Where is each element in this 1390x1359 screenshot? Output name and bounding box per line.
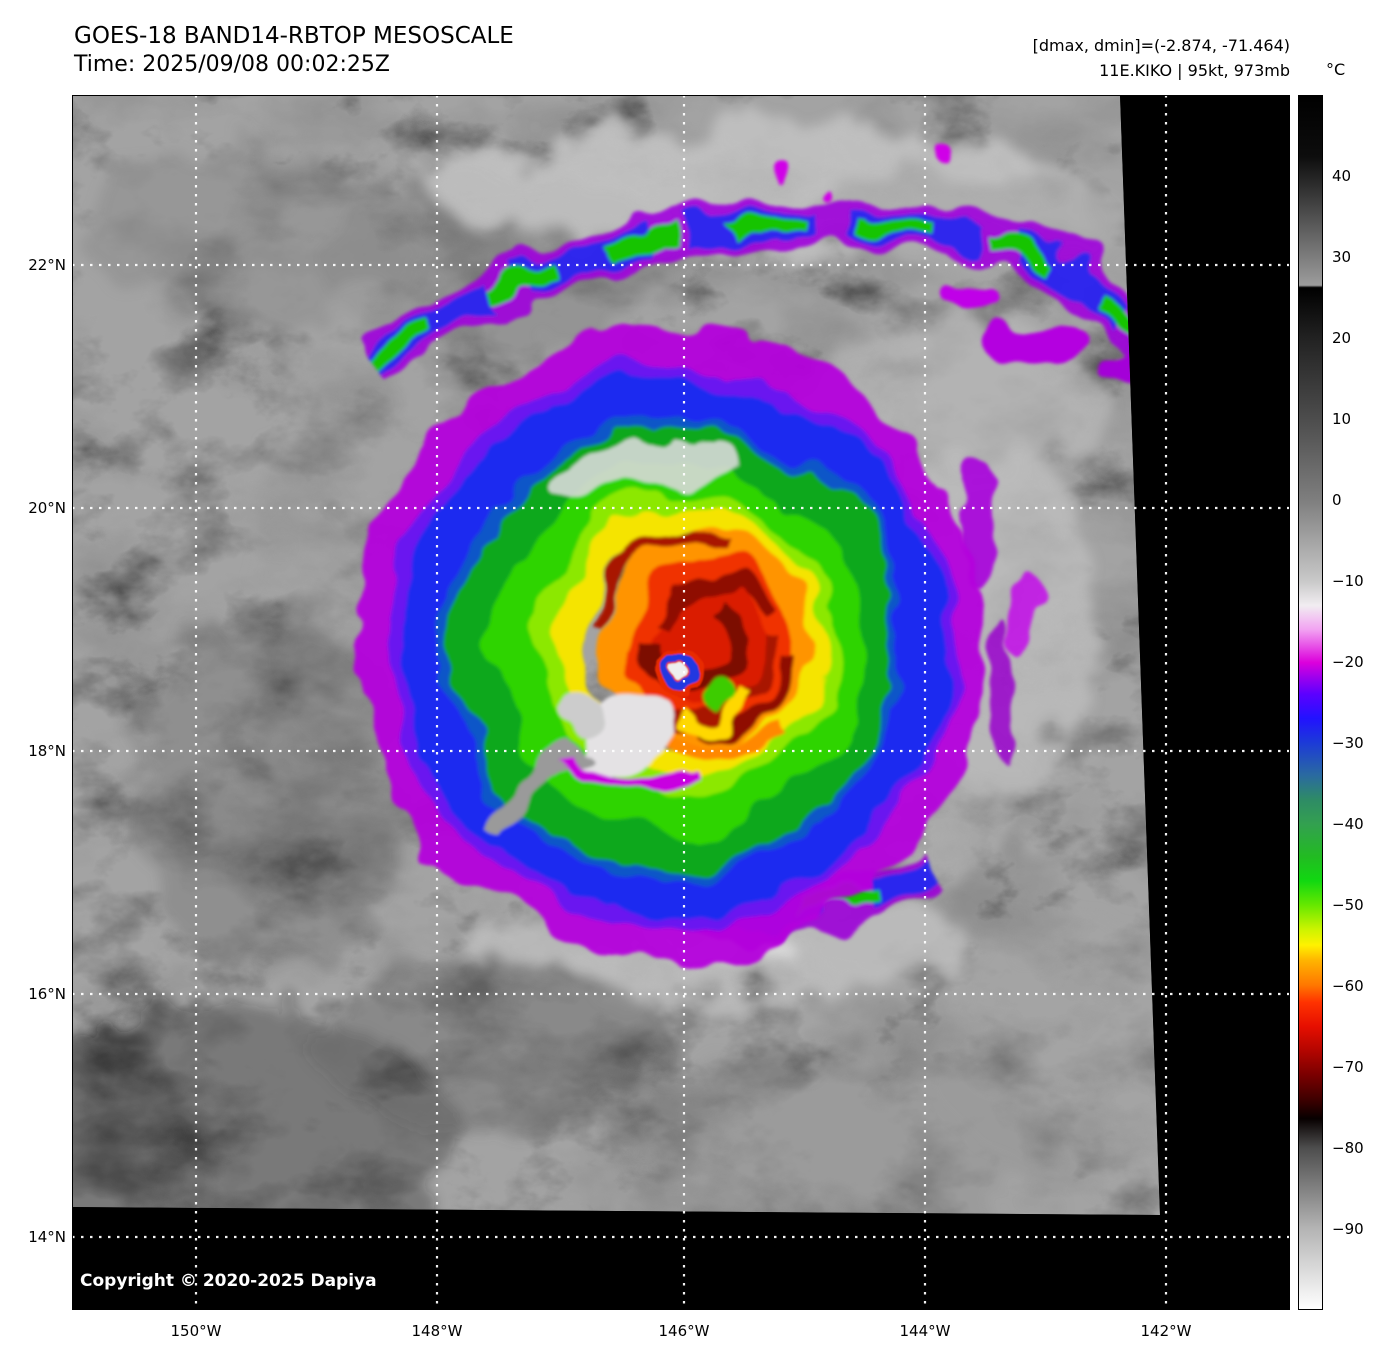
cb-tick-40: 40 (1332, 167, 1352, 185)
lon-tick-142w: 142°W (1140, 1322, 1192, 1340)
cb-tick-10: 10 (1332, 410, 1352, 428)
product-title: GOES-18 BAND14-RBTOP MESOSCALE (74, 23, 514, 49)
cb-tick-m90: −90 (1332, 1220, 1364, 1238)
cb-tick-m20: −20 (1332, 653, 1364, 671)
storm-core (351, 329, 983, 961)
annotation-block: [dmax, dmin]=(-2.874, -71.464) 11E.KIKO … (1033, 34, 1290, 84)
lat-tick-22n: 22°N (28, 256, 66, 274)
cb-tick-20: 20 (1332, 329, 1352, 347)
cb-tick-30: 30 (1332, 248, 1352, 266)
lon-tick-144w: 144°W (899, 1322, 951, 1340)
lat-tick-14n: 14°N (28, 1228, 66, 1246)
no-data-region (72, 95, 1290, 1310)
time-label: Time: 2025/09/08 00:02:25Z (74, 52, 390, 78)
cb-tick-m10: −10 (1332, 572, 1364, 590)
satellite-map-image: Copyright © 2020-2025 Dapiya (72, 95, 1290, 1310)
cb-tick-m30: −30 (1332, 734, 1364, 752)
cb-tick-m60: −60 (1332, 977, 1364, 995)
lon-tick-148w: 148°W (411, 1322, 463, 1340)
colorbar-unit-label: °C (1326, 60, 1346, 79)
lon-tick-150w: 150°W (170, 1322, 222, 1340)
lat-tick-18n: 18°N (28, 742, 66, 760)
lon-tick-146w: 146°W (658, 1322, 710, 1340)
dmax-dmin-label: [dmax, dmin]=(-2.874, -71.464) (1032, 36, 1290, 55)
lat-tick-20n: 20°N (28, 499, 66, 517)
cb-tick-m70: −70 (1332, 1058, 1364, 1076)
storm-info-label: 11E.KIKO | 95kt, 973mb (1099, 60, 1290, 80)
title-block: GOES-18 BAND14-RBTOP MESOSCALE Time: 202… (74, 22, 514, 80)
cb-tick-0: 0 (1332, 491, 1342, 509)
data-swath (72, 95, 1160, 1215)
cb-tick-m80: −80 (1332, 1139, 1364, 1157)
colorbar (1298, 95, 1323, 1310)
hurricane-art (72, 95, 1290, 1310)
cb-tick-m50: −50 (1332, 896, 1364, 914)
lat-tick-16n: 16°N (28, 985, 66, 1003)
hurricane-eye (656, 648, 704, 696)
copyright-label: Copyright © 2020-2025 Dapiya (80, 1271, 377, 1291)
cb-tick-m40: −40 (1332, 815, 1364, 833)
